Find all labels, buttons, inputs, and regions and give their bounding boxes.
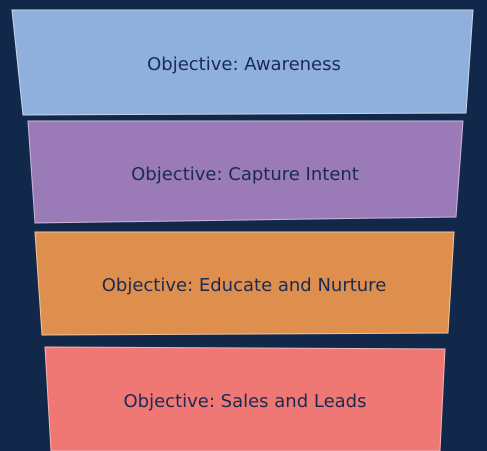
funnel-stage-educate-nurture: Objective: Educate and Nurture bbox=[34, 231, 455, 336]
funnel-label-awareness: Objective: Awareness bbox=[147, 54, 341, 75]
funnel-stage-sales-leads: Objective: Sales and Leads bbox=[44, 346, 446, 451]
funnel-label-capture-intent: Objective: Capture Intent bbox=[131, 164, 359, 185]
funnel-band-capture-intent bbox=[27, 120, 464, 224]
funnel-band-educate-nurture bbox=[34, 231, 455, 336]
funnel-label-sales-leads: Objective: Sales and Leads bbox=[124, 391, 367, 412]
funnel-band-sales-leads bbox=[44, 346, 446, 451]
funnel-stage-awareness: Objective: Awareness bbox=[11, 9, 474, 116]
funnel-band-awareness bbox=[11, 9, 474, 116]
funnel-label-educate-nurture: Objective: Educate and Nurture bbox=[102, 275, 387, 296]
funnel-stage-capture-intent: Objective: Capture Intent bbox=[27, 120, 464, 224]
